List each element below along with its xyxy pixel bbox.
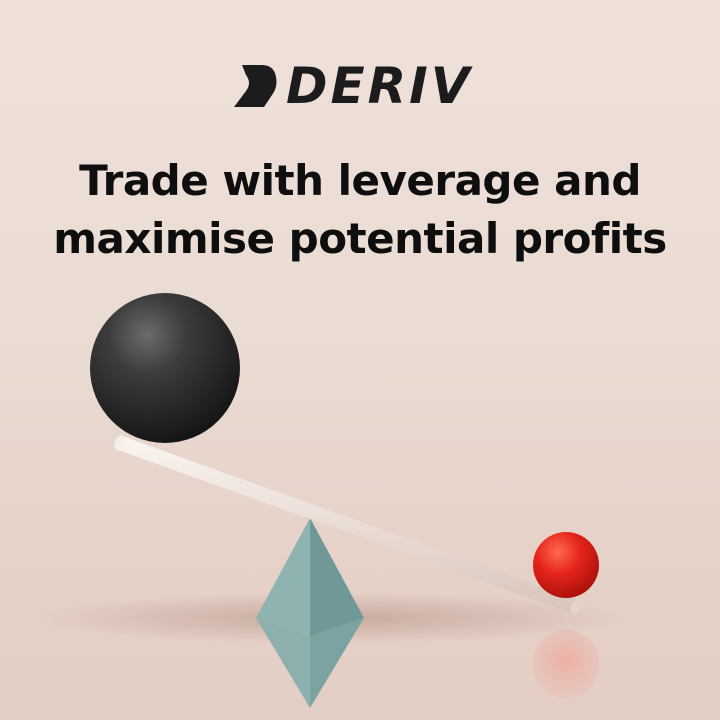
heavy-ball: [90, 293, 240, 443]
deriv-chevron-icon: [234, 65, 277, 107]
brand-name: DERIV: [286, 57, 473, 115]
headline: Trade with leverage and maximise potenti…: [0, 152, 720, 268]
light-ball-reflection: [532, 630, 600, 698]
headline-line-1: Trade with leverage and: [79, 156, 641, 205]
fulcrum-pyramid: [256, 518, 364, 708]
headline-line-2: maximise potential profits: [53, 214, 667, 263]
light-ball: [533, 532, 599, 598]
deriv-logo: DERIV: [232, 60, 492, 112]
lever-bar: [114, 435, 582, 615]
